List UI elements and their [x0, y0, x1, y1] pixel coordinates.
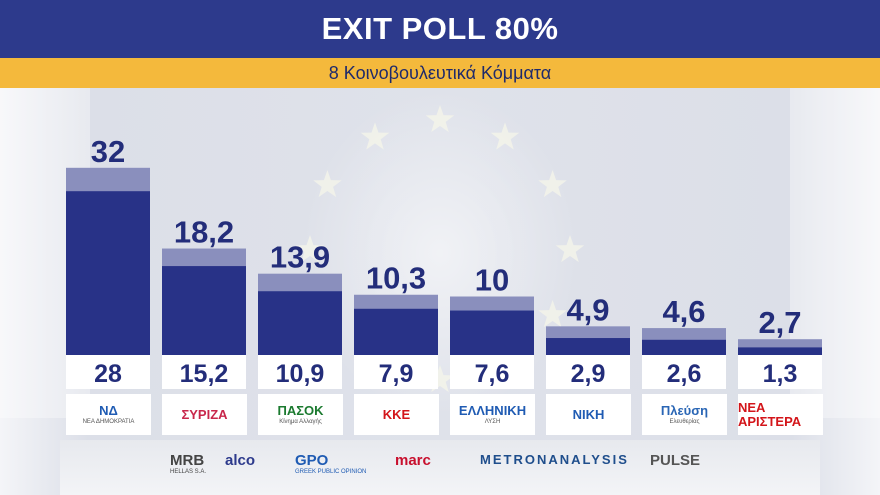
niki-logo: ΝΙΚΗ — [546, 394, 631, 435]
plefsi-logo: Πλεύση Ελευθερίας — [642, 394, 727, 435]
previous-value-label: 7,6 — [475, 360, 510, 388]
bar-previous — [546, 338, 630, 355]
party-logo-subtext: ΛΥΣΗ — [484, 418, 501, 425]
pollster-subtext: GREEK PUBLIC OPINION — [295, 469, 367, 475]
bar-previous — [450, 310, 534, 355]
previous-value-box — [546, 355, 630, 389]
bar-previous — [66, 191, 150, 355]
pollster-logo: GPO GREEK PUBLIC OPINION — [295, 452, 366, 475]
pollster-name: MRB — [170, 452, 205, 469]
eu-star — [538, 300, 567, 328]
syriza-logo: ΣΥΡΙΖΑ — [162, 394, 247, 435]
elliniki-lysi-logo: ΕΛΛΗΝΙΚΗ ΛΥΣΗ — [450, 394, 535, 435]
previous-value-box — [738, 355, 822, 389]
eu-star — [555, 235, 585, 263]
pollster-logo: MRB HELLAS S.A. — [170, 452, 206, 475]
party-logo-text: ΝΔ — [99, 402, 118, 418]
bar-value-label: 10,3 — [366, 261, 426, 296]
party-logo-text: ΝΙΚΗ — [572, 406, 605, 422]
previous-value-label: 1,3 — [763, 360, 798, 388]
pasok-logo: ΠΑΣΟΚ Κίνημα Αλλαγής — [258, 394, 343, 435]
eu-star — [425, 365, 455, 393]
previous-value-label: 2,9 — [571, 360, 606, 388]
bar-value-label: 18,2 — [174, 215, 234, 250]
party-logo-subtext: Κίνημα Αλλαγής — [279, 418, 322, 425]
pollster-logo: METRONANALYSIS — [480, 452, 629, 467]
previous-value-box — [642, 355, 726, 389]
eu-star — [295, 235, 325, 263]
previous-value-label: 15,2 — [180, 360, 229, 388]
eu-star — [538, 170, 567, 198]
party-logo-text: ΝΕΑ ΑΡΙΣΤΕΡΑ — [738, 399, 802, 429]
previous-value-box — [162, 355, 246, 389]
bar-previous — [354, 308, 438, 355]
bar-previous — [162, 266, 246, 355]
party-logo-subtext: Ελευθερίας — [669, 418, 700, 425]
kke-logo: ΚΚΕ — [354, 394, 439, 435]
nea-aristera-logo: ΝΕΑ ΑΡΙΣΤΕΡΑ — [738, 394, 823, 435]
eu-star — [313, 170, 342, 198]
previous-value-box — [66, 355, 150, 389]
pollster-name: METRONANALYSIS — [480, 452, 629, 467]
page-subtitle: 8 Κοινοβουλευτικά Κόμματα — [328, 62, 552, 83]
eu-star — [490, 122, 520, 150]
bar-previous — [642, 339, 726, 355]
previous-value-label: 7,9 — [379, 360, 414, 388]
previous-value-label: 10,9 — [276, 360, 325, 388]
eu-star — [425, 105, 455, 133]
party-logo-subtext: ΝΕΑ ΔΗΜΟΚΡΑΤΙΑ — [82, 418, 135, 425]
previous-value-label: 28 — [94, 360, 122, 388]
bar-previous — [258, 291, 342, 355]
party-logo-row: ΝΔ ΝΕΑ ΔΗΜΟΚΡΑΤΙΑ ΣΥΡΙΖΑ ΠΑΣΟΚ Κίνημα Αλλαγή… — [0, 394, 880, 438]
pollster-logo: alco — [225, 452, 255, 469]
eu-star — [360, 122, 390, 150]
party-logo-text: ΠΑΣΟΚ — [277, 402, 324, 418]
bar-value-label: 4,6 — [662, 294, 705, 329]
pollster-logos: MRB HELLAS S.A. alco GPO GREEK PUBLIC OPINIO… — [60, 440, 820, 495]
pollster-name: GPO — [295, 452, 329, 469]
previous-value-box — [450, 355, 534, 389]
bar-value-label: 10 — [475, 263, 509, 298]
pollster-logo: marc — [395, 452, 431, 469]
nd-logo: ΝΔ ΝΕΑ ΔΗΜΟΚΡΑΤΙΑ — [66, 394, 151, 435]
bar-value-label: 32 — [91, 134, 125, 169]
page-title: EXIT POLL 80% — [321, 11, 559, 46]
party-logo-text: ΣΥΡΙΖΑ — [181, 406, 228, 422]
previous-value-box — [258, 355, 342, 389]
pollster-name: alco — [225, 452, 256, 469]
subtitle-bar: 8 Κοινοβουλευτικά Κόμματα — [0, 58, 880, 88]
party-logo-text: ΚΚΕ — [382, 406, 411, 422]
pollster-logo: PULSE — [650, 452, 700, 469]
bars-layer: 32 28 18,2 15,2 13,9 10,9 10,3 7,9 10 7,6 4,9 2,9 4,… — [66, 134, 822, 389]
bar-previous — [738, 347, 822, 355]
pollster-name: marc — [395, 452, 431, 469]
pollster-subtext: HELLAS S.A. — [170, 469, 207, 475]
party-logo-text: ΕΛΛΗΝΙΚΗ — [458, 402, 527, 418]
party-logo-text: Πλεύση — [660, 402, 709, 418]
previous-value-box — [354, 355, 438, 389]
pollster-name: PULSE — [650, 452, 701, 469]
bar-value-label: 13,9 — [270, 240, 330, 275]
bar-value-label: 2,7 — [758, 305, 801, 340]
title-bar: EXIT POLL 80% — [0, 0, 880, 58]
bar-value-label: 4,9 — [566, 292, 609, 327]
previous-value-label: 2,6 — [667, 360, 702, 388]
